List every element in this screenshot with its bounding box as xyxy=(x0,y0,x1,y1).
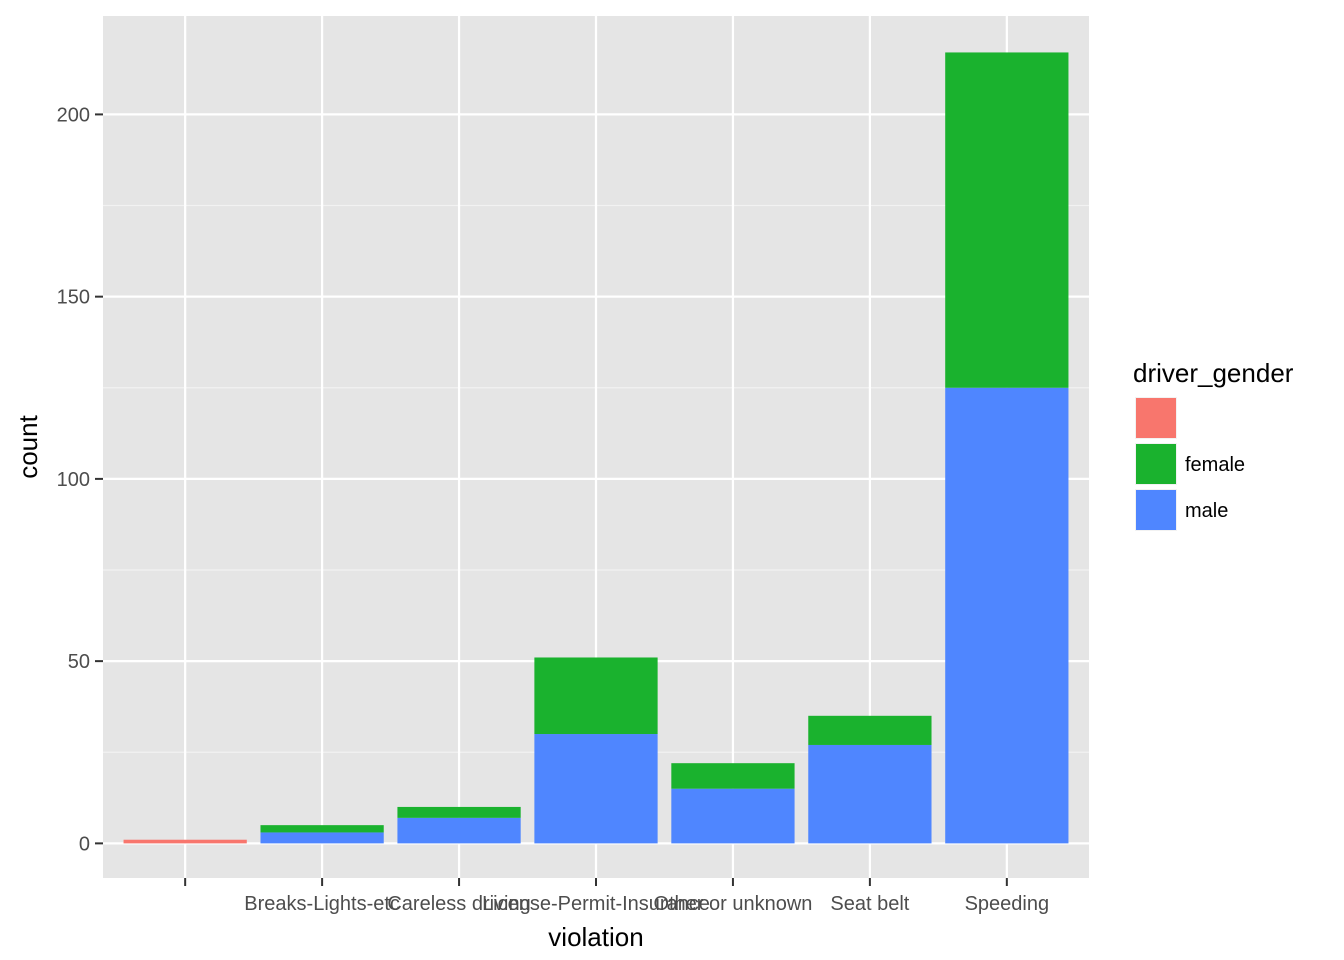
bar-segment-na xyxy=(123,839,247,844)
bar-segment-male xyxy=(260,832,384,844)
y-tick-label: 200 xyxy=(57,104,90,126)
bar-segment-male xyxy=(808,744,932,844)
x-tick-label: Seat belt xyxy=(830,893,909,915)
x-tick-label: Breaks-Lights-etc xyxy=(244,893,400,915)
legend-swatch xyxy=(1136,398,1176,438)
x-tick-label: Speeding xyxy=(965,893,1050,915)
x-tick-label: Careless driving xyxy=(387,893,530,915)
x-axis-title: violation xyxy=(548,922,643,952)
legend-title: driver_gender xyxy=(1133,358,1294,388)
y-axis-title: count xyxy=(13,414,43,478)
bar-segment-male xyxy=(397,817,521,844)
y-tick-label: 100 xyxy=(57,469,90,491)
y-tick-label: 150 xyxy=(57,287,90,309)
bar-segment-female xyxy=(671,763,795,789)
bar-segment-female xyxy=(808,715,932,745)
bar-segment-male xyxy=(945,387,1069,844)
bar-segment-male xyxy=(534,734,658,844)
legend-swatch xyxy=(1136,444,1176,484)
legend: driver_gender female male xyxy=(1133,358,1294,531)
legend-label: female xyxy=(1185,454,1245,476)
bar-segment-male xyxy=(671,788,795,844)
x-tick-label: License-Permit-Insurance xyxy=(482,893,710,915)
bar-segment-female xyxy=(260,825,384,833)
bar-segment-female xyxy=(534,657,658,735)
bar-segment-female xyxy=(397,806,521,818)
x-tick-label: Other or unknown xyxy=(653,893,812,915)
legend-label: male xyxy=(1185,500,1228,522)
y-axis: 0 50 100 150 200 xyxy=(57,104,103,855)
bar-segment-female xyxy=(945,52,1069,388)
legend-swatch xyxy=(1136,490,1176,530)
y-tick-label: 50 xyxy=(68,651,90,673)
bars xyxy=(123,52,1069,844)
y-tick-label: 0 xyxy=(79,833,90,855)
